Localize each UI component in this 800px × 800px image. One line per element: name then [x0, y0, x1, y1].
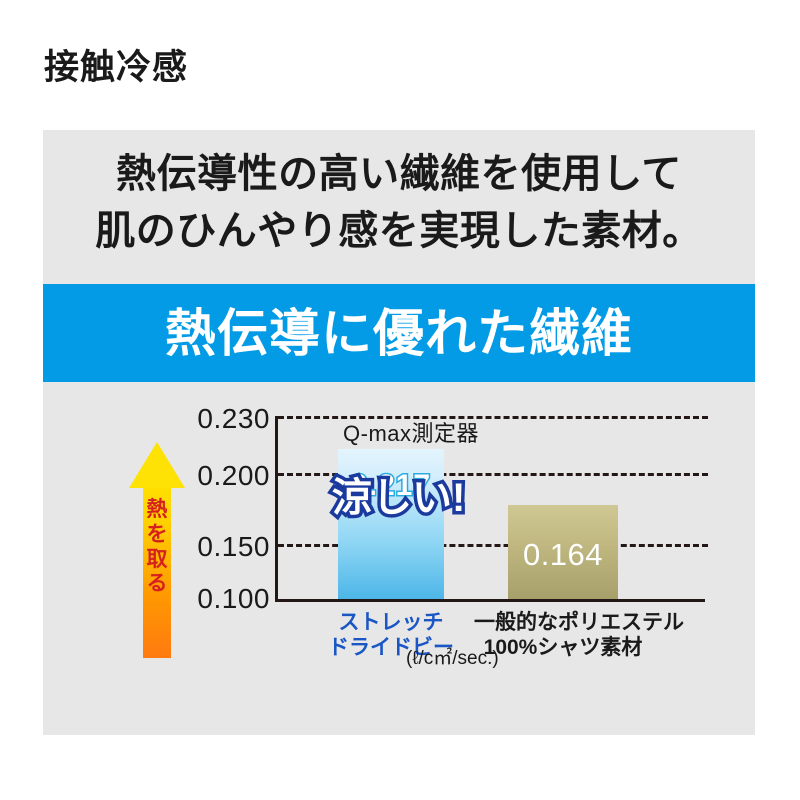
xlabel-b-line-2: 100%シャツ素材: [483, 636, 643, 660]
xlabel-b-line-1: 一般的なポリエステル: [474, 611, 684, 634]
lead-copy: 熱伝導性の高い繊維を使用して 肌のひんやり感を実現した素材。: [43, 146, 755, 260]
plot-area: 0.230 0.200 0.150 0.100 0.217 涼しい! 0.164: [197, 405, 708, 669]
cool-annotation: 涼しい!: [329, 475, 469, 522]
arrow-head: [129, 442, 185, 488]
chart-title: Q-max測定器: [343, 421, 480, 446]
axis-unit-label: (ℓ/c㎡/sec.): [406, 648, 499, 669]
bar-value-general-polyester: 0.164: [522, 537, 604, 572]
arrow-label-char-2: 取: [146, 547, 168, 571]
ytick-label-0100: 0.100: [197, 583, 270, 614]
gridline-0200: 0.200: [197, 462, 708, 490]
ytick-label-0150: 0.150: [197, 531, 270, 562]
content-panel: 熱伝導性の高い繊維を使用して 肌のひんやり感を実現した素材。 熱伝導に優れた繊維…: [43, 130, 755, 735]
gridline-0230: 0.230: [197, 405, 708, 433]
arrow-label-char-3: る: [146, 572, 168, 596]
ytick-label-0230: 0.230: [197, 403, 270, 434]
xlabel-a-line-2: ドライドビー: [328, 636, 454, 660]
arrow-label-char-0: 熱: [146, 498, 168, 521]
banner-text: 熱伝導に優れた繊維: [164, 304, 633, 362]
arrow-label: 熱 を 取 る: [143, 498, 171, 597]
lead-line-2: 肌のひんやり感を実現した素材。: [95, 208, 703, 253]
lead-line-1: 熱伝導性の高い繊維を使用して: [116, 152, 682, 196]
ytick-label-0200: 0.200: [197, 460, 270, 491]
gridline-0150: 0.150: [197, 533, 708, 561]
bar-general-polyester: 0.164: [508, 505, 618, 599]
arrow-label-char-1: を: [146, 522, 168, 546]
bar-stretch-dry-dobby: 0.217: [338, 449, 444, 599]
arrow-shaft: [143, 486, 171, 658]
xlabel-stretch-dry-dobby: ストレッチ ドライドビー: [314, 610, 468, 660]
qmax-bar-chart: Q-max測定器 熱 を 取 る 0.230 0.200: [43, 382, 755, 735]
xlabel-general-polyester: 一般的なポリエステル 100%シャツ素材: [474, 610, 684, 660]
bar-value-stretch-dry-dobby: 0.217: [349, 469, 432, 502]
xlabel-a-line-1: ストレッチ: [338, 611, 444, 634]
heat-removal-arrow-icon: 熱 を 取 る: [129, 442, 185, 658]
page-title: 接触冷感: [44, 48, 189, 87]
highlight-banner: 熱伝導に優れた繊維: [43, 284, 755, 382]
